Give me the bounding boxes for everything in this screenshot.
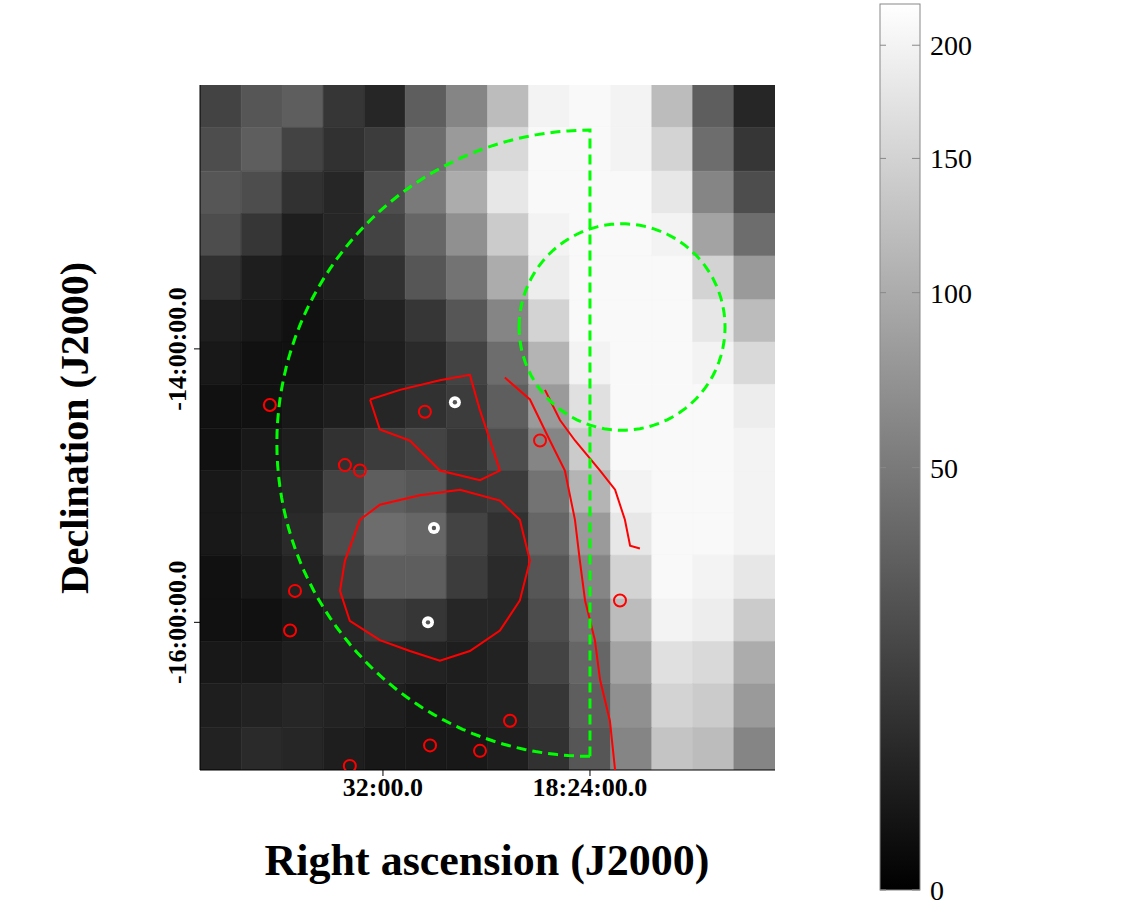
- svg-text:32:00.0: 32:00.0: [343, 773, 423, 802]
- svg-text:Right ascension (J2000): Right ascension (J2000): [265, 836, 710, 885]
- svg-text:-16:00:00.0: -16:00:00.0: [163, 561, 192, 684]
- svg-text:200: 200: [930, 30, 972, 61]
- svg-text:150: 150: [930, 143, 972, 174]
- svg-text:50: 50: [930, 453, 958, 484]
- svg-text:Declination (J2000): Declination (J2000): [52, 262, 97, 594]
- svg-text:100: 100: [930, 278, 972, 309]
- svg-text:18:24:00.0: 18:24:00.0: [533, 773, 648, 802]
- svg-text:0: 0: [930, 875, 944, 906]
- svg-text:-14:00:00.0: -14:00:00.0: [163, 287, 192, 410]
